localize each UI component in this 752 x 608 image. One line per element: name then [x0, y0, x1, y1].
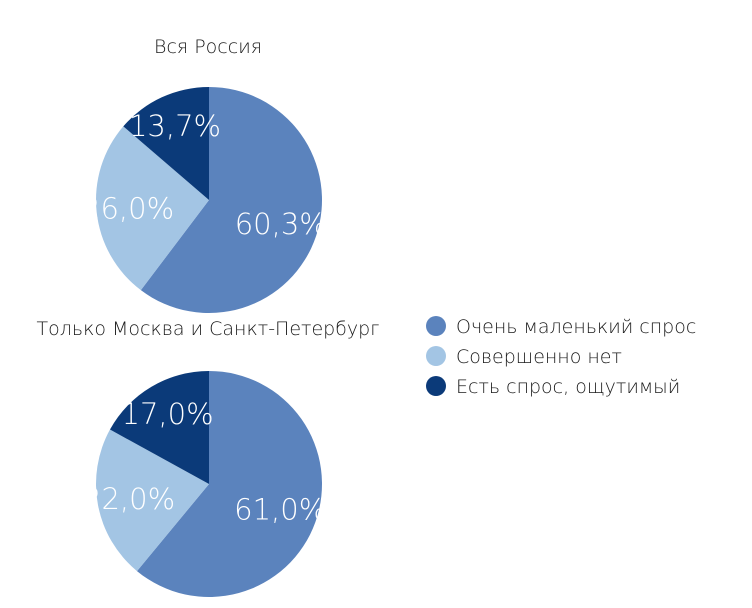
slice-russia-none	[95, 126, 209, 291]
slice-label-russia-very-small: 60,3%	[235, 207, 327, 241]
chart-title-moscow-spb: Только Москва и Санкт-Петербург	[37, 318, 380, 340]
legend-swatch-noticeable	[426, 376, 446, 396]
slice-russia-very-small	[140, 87, 322, 313]
legend-label-very-small: Очень маленький спрос	[456, 316, 696, 338]
chart-title-russia: Вся Россия	[154, 36, 262, 58]
slice-label-moscow-spb-very-small: 61,0%	[234, 493, 326, 527]
legend: Очень маленький спрос Совершенно нет Ест…	[426, 316, 696, 398]
legend-swatch-none	[426, 346, 446, 366]
pie-russia: 60,3% 26,0% 13,7%	[82, 87, 327, 313]
slice-label-russia-noticeable: 13,7%	[129, 109, 221, 143]
slice-moscow-spb-noticeable	[109, 370, 209, 484]
slice-label-moscow-spb-noticeable: 17,0%	[122, 397, 214, 431]
legend-label-none: Совершенно нет	[456, 346, 622, 368]
pie-moscow-spb: 61,0% 22,0% 17,0%	[83, 370, 326, 597]
slice-moscow-spb-very-small	[136, 371, 322, 597]
slice-label-moscow-spb-none: 22,0%	[83, 482, 175, 516]
legend-label-noticeable: Есть спрос, ощутимый	[456, 376, 680, 398]
slice-russia-noticeable	[123, 87, 209, 200]
legend-swatch-very-small	[426, 316, 446, 336]
slice-label-russia-none: 26,0%	[82, 192, 174, 226]
slice-moscow-spb-none	[96, 429, 209, 572]
